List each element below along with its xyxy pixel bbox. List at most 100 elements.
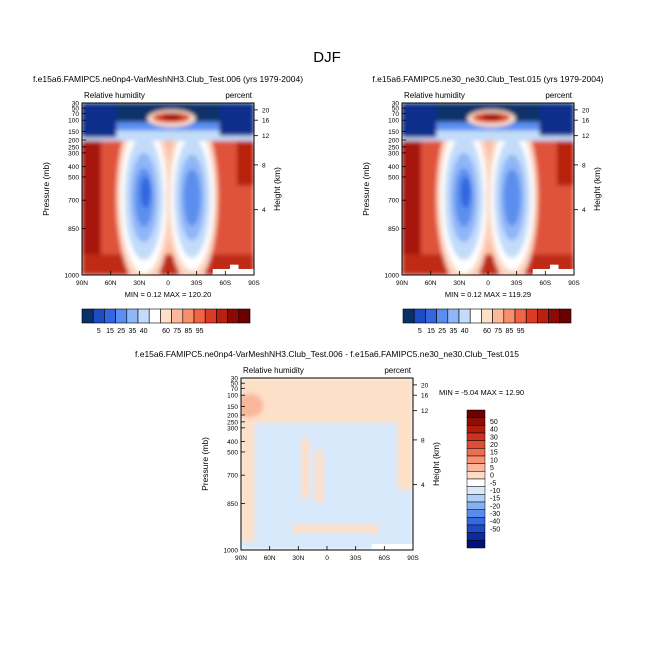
pressure-tick-label: 700 — [68, 198, 79, 205]
colorbar-swatch — [466, 517, 486, 526]
height-tick-label: 20 — [262, 107, 270, 114]
colorbar-swatch — [227, 308, 240, 324]
panel-title: f.e15a6.FAMIPC5.ne30_ne30.Club_Test.015 … — [372, 74, 603, 84]
latitude-tick-label: 90S — [248, 280, 260, 287]
colorbar-swatch — [182, 308, 195, 324]
variable-label: Relative humidity — [404, 91, 465, 100]
pressure-tick-label: 200 — [227, 412, 238, 419]
units-label: percent — [384, 366, 411, 375]
latitude-tick-label: 30S — [350, 555, 362, 562]
pressure-tick-label: 400 — [68, 164, 79, 171]
colorbar-swatch — [466, 409, 486, 418]
latitude-tick-label: 60S — [540, 280, 552, 287]
pressure-tick-label: 50 — [72, 106, 80, 113]
latitude-tick-label: 90N — [396, 280, 408, 287]
pressure-tick-label: 300 — [68, 150, 79, 157]
colorbar-swatch — [466, 509, 486, 518]
colorbar-label: -5 — [490, 480, 496, 487]
colorbar-label: 35 — [450, 328, 458, 335]
colorbar-swatch — [238, 308, 251, 324]
colorbar-swatch — [216, 308, 228, 324]
colorbar-swatch — [525, 308, 538, 324]
min-max-label: MIN = 0.12 MAX = 119.29 — [445, 290, 531, 299]
colorbar-label: 30 — [490, 434, 498, 441]
colorbar-swatch — [115, 308, 128, 324]
latitude-tick-label: 60N — [425, 280, 437, 287]
colorbar-label: 15 — [106, 328, 114, 335]
colorbar-label: 75 — [173, 328, 181, 335]
colorbar-swatch — [466, 471, 486, 480]
pressure-tick-label: 150 — [388, 129, 399, 136]
colorbar-swatch — [466, 425, 486, 434]
height-tick-label: 4 — [262, 207, 266, 214]
min-max-label: MIN = 0.12 MAX = 120.20 — [125, 290, 212, 299]
colorbar-label: -30 — [490, 511, 500, 518]
colorbar-swatch — [92, 308, 105, 324]
pressure-tick-label: 300 — [227, 425, 238, 432]
colorbar-swatch — [402, 308, 415, 324]
contour-panel-2: f.e15a6.FAMIPC5.ne30_ne30.Club_Test.015 … — [361, 74, 604, 299]
colorbar-swatch — [126, 308, 139, 324]
units-label: percent — [545, 91, 572, 100]
colorbar-label: 5 — [418, 328, 422, 335]
pressure-tick-label: 30 — [392, 101, 400, 108]
colorbar-label: 60 — [483, 328, 491, 335]
pressure-tick-label: 50 — [392, 106, 400, 113]
colorbar-label: 0 — [490, 473, 494, 480]
colorbar-swatch — [492, 308, 505, 324]
latitude-tick-label: 30S — [511, 280, 523, 287]
pressure-tick-label: 100 — [388, 118, 399, 125]
colorbar-label: 20 — [490, 442, 498, 449]
colorbar-label: -40 — [490, 519, 500, 526]
colorbar-swatch — [458, 308, 471, 324]
y2-axis-title: Height (km) — [431, 442, 441, 486]
latitude-tick-label: 60S — [220, 280, 232, 287]
pressure-tick-label: 850 — [68, 226, 79, 233]
colorbar-label: 40 — [140, 328, 148, 335]
colorbar-swatch — [466, 494, 486, 503]
variable-label: Relative humidity — [243, 366, 304, 375]
colorbar-swatch — [413, 308, 426, 324]
height-tick-label: 12 — [421, 408, 429, 415]
latitude-tick-label: 90S — [407, 555, 419, 562]
colorbar-swatch — [171, 308, 184, 324]
pressure-tick-label: 1000 — [385, 273, 400, 280]
latitude-tick-label: 60N — [264, 555, 276, 562]
height-tick-label: 12 — [262, 133, 270, 140]
latitude-tick-label: 90N — [76, 280, 88, 287]
y2-axis-title: Height (km) — [272, 167, 282, 211]
colorbar-swatch — [466, 478, 486, 487]
height-tick-label: 8 — [421, 437, 425, 444]
height-tick-label: 4 — [582, 207, 586, 214]
pressure-tick-label: 30 — [72, 101, 80, 108]
latitude-tick-label: 60N — [105, 280, 117, 287]
latitude-tick-label: 30N — [292, 555, 304, 562]
height-tick-label: 16 — [262, 118, 270, 125]
latitude-tick-label: 60S — [379, 555, 391, 562]
pressure-tick-label: 250 — [68, 144, 79, 151]
height-tick-label: 20 — [421, 382, 429, 389]
colorbar-label: 25 — [117, 328, 125, 335]
pressure-tick-label: 70 — [231, 386, 239, 393]
colorbar-swatch — [137, 308, 150, 324]
colorbar-label: 35 — [129, 328, 137, 335]
colorbar-swatch — [81, 308, 94, 324]
pressure-tick-label: 100 — [227, 393, 238, 400]
pressure-tick-label: 200 — [388, 137, 399, 144]
colorbar-swatch — [514, 308, 527, 324]
pressure-tick-label: 500 — [68, 174, 79, 181]
colorbar-swatch — [425, 308, 437, 324]
colorbar-label: 75 — [494, 328, 502, 335]
pressure-tick-label: 70 — [72, 111, 80, 118]
height-tick-label: 8 — [582, 162, 586, 169]
colorbar-label: 85 — [506, 328, 514, 335]
pressure-tick-label: 700 — [388, 198, 399, 205]
colorbar-label: -10 — [490, 488, 500, 495]
colorbar-label: 40 — [461, 328, 469, 335]
colorbar-label: 15 — [490, 450, 498, 457]
colorbar-swatch — [548, 308, 561, 324]
latitude-tick-label: 30N — [453, 280, 465, 287]
height-tick-label: 20 — [582, 107, 590, 114]
colorbar-swatch — [466, 540, 486, 549]
